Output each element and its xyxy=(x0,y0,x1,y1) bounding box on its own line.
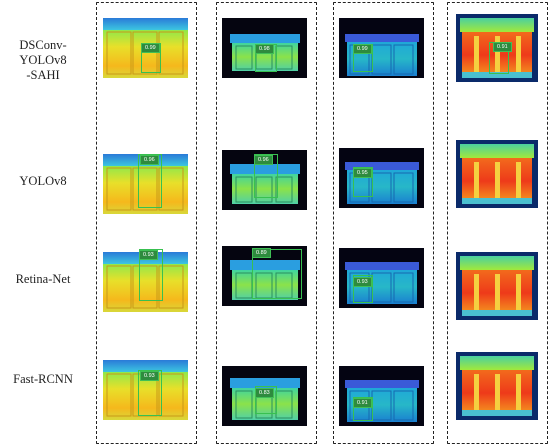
thermal-image-c4-r4 xyxy=(456,352,538,420)
thermal-image-c3-r3 xyxy=(339,248,424,308)
detection-box xyxy=(353,275,373,303)
confidence-badge: 0.93 xyxy=(139,250,158,260)
confidence-badge: 0.99 xyxy=(141,43,160,53)
column-frame-3 xyxy=(333,2,434,444)
column-frame-4 xyxy=(447,2,548,444)
confidence-badge: 0.91 xyxy=(493,42,512,52)
thermal-image-c1-r1 xyxy=(103,18,188,78)
thermal-image-c1-r4 xyxy=(103,360,188,420)
confidence-badge: 0.99 xyxy=(353,44,372,54)
row-label-fastrcnn: Fast-RCNN xyxy=(0,372,86,387)
detection-box xyxy=(353,167,373,197)
confidence-badge: 0.89 xyxy=(252,248,271,258)
confidence-badge: 0.83 xyxy=(255,388,274,398)
detection-box xyxy=(254,154,278,198)
detection-box xyxy=(139,249,163,301)
column-frame-2 xyxy=(216,2,317,444)
detection-box xyxy=(252,249,302,299)
row-label-line1: Retina-Net xyxy=(15,272,71,286)
confidence-badge: 0.93 xyxy=(140,371,159,381)
row-label-dsconv: DSConv-YOLOv8 -SAHI xyxy=(0,38,86,83)
confidence-badge: 0.96 xyxy=(140,155,159,165)
thermal-image-c3-r4 xyxy=(339,366,424,426)
thermal-image-c3-r2 xyxy=(339,148,424,208)
confidence-badge: 0.93 xyxy=(353,277,372,287)
confidence-badge: 0.95 xyxy=(353,168,372,178)
thermal-image-c4-r2 xyxy=(456,140,538,208)
row-label-line1: Fast-RCNN xyxy=(13,372,73,386)
column-frame-1 xyxy=(96,2,197,444)
confidence-badge: 0.91 xyxy=(353,398,372,408)
confidence-badge: 0.98 xyxy=(255,44,274,54)
detection-box xyxy=(255,386,277,414)
row-label-yolov8: YOLOv8 xyxy=(0,174,86,189)
thermal-image-c3-r1 xyxy=(339,18,424,78)
detection-box xyxy=(138,154,162,208)
detection-box xyxy=(353,397,373,421)
confidence-badge: 0.96 xyxy=(254,155,273,165)
thermal-image-c4-r3 xyxy=(456,252,538,320)
row-label-line1: DSConv-YOLOv8 xyxy=(19,38,67,67)
thermal-image-c1-r3 xyxy=(103,252,188,312)
row-label-retinanet: Retina-Net xyxy=(0,272,86,287)
row-label-line2: -SAHI xyxy=(26,68,60,82)
detection-box xyxy=(138,370,162,416)
row-label-line1: YOLOv8 xyxy=(19,174,67,188)
thermal-image-c4-r1 xyxy=(456,14,538,82)
